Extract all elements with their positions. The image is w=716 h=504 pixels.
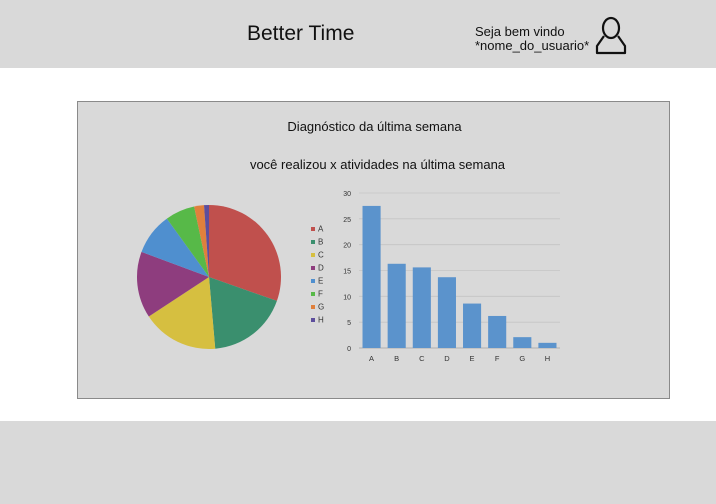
- pie-slice-d: [137, 251, 209, 317]
- bar-f: [488, 315, 507, 348]
- y-tick-label: 15: [343, 269, 351, 276]
- x-tick-label: G: [519, 354, 525, 363]
- bar-d: [437, 277, 456, 348]
- y-tick-label: 20: [343, 243, 351, 250]
- legend-label-g: G: [318, 303, 324, 312]
- user-avatar-icon[interactable]: [595, 16, 627, 56]
- bar-e: [463, 303, 482, 348]
- app-title: Better Time: [247, 22, 355, 45]
- pie-slice-a: [209, 205, 281, 301]
- legend-label-d: D: [318, 264, 324, 273]
- x-tick-label: B: [394, 354, 399, 363]
- panel-subtitle: você realizou x atividades na última sem…: [249, 157, 506, 172]
- legend-swatch-d: [311, 266, 315, 270]
- y-tick-label: 30: [343, 191, 351, 198]
- y-tick-label: 5: [347, 320, 351, 327]
- pie-slice-g: [194, 205, 209, 277]
- legend-swatch-g: [311, 305, 315, 309]
- page-footer: [0, 421, 716, 504]
- y-tick-label: 0: [347, 346, 351, 353]
- weekly-diagnostic-panel: Diagnóstico da última semana você realiz…: [77, 101, 670, 399]
- bar-h: [538, 342, 557, 348]
- bar-b: [387, 263, 406, 348]
- pie-slice-h: [204, 205, 209, 277]
- x-tick-label: E: [470, 354, 475, 363]
- x-tick-label: C: [419, 354, 425, 363]
- username-label: *nome_do_usuario*: [475, 38, 590, 53]
- x-tick-label: F: [495, 354, 500, 363]
- pie-slice-f: [166, 206, 209, 277]
- legend-swatch-b: [311, 240, 315, 244]
- x-tick-label: H: [545, 354, 550, 363]
- legend-label-c: C: [318, 251, 324, 260]
- welcome-greeting: Seja bem vindo: [475, 24, 565, 39]
- legend-label-h: H: [318, 316, 324, 325]
- bar-g: [513, 337, 532, 348]
- x-tick-label: D: [444, 354, 450, 363]
- legend-swatch-a: [311, 227, 315, 231]
- bar-c: [412, 267, 431, 348]
- welcome-message: Seja bem vindo *nome_do_usuario*: [475, 25, 589, 53]
- panel-title: Diagnóstico da última semana: [287, 119, 462, 134]
- y-tick-label: 10: [343, 294, 351, 301]
- activity-bar-chart: 0 5 10 15 20 25 30 A B C D E F G H: [343, 191, 560, 363]
- legend-swatch-f: [311, 292, 315, 296]
- legend-swatch-e: [311, 279, 315, 283]
- legend-label-b: B: [318, 238, 323, 247]
- pie-slice-e: [141, 218, 209, 277]
- legend-label-f: F: [318, 290, 323, 299]
- x-tick-label: A: [369, 354, 374, 363]
- legend-swatch-h: [311, 318, 315, 322]
- pie-slice-b: [209, 277, 277, 349]
- legend-swatch-c: [311, 253, 315, 257]
- legend-label-a: A: [318, 225, 324, 234]
- legend-label-e: E: [318, 277, 323, 286]
- bar-a: [362, 205, 381, 348]
- top-header: Better Time Seja bem vindo *nome_do_usua…: [0, 0, 716, 68]
- pie-slice-c: [148, 277, 216, 349]
- y-tick-label: 25: [343, 217, 351, 224]
